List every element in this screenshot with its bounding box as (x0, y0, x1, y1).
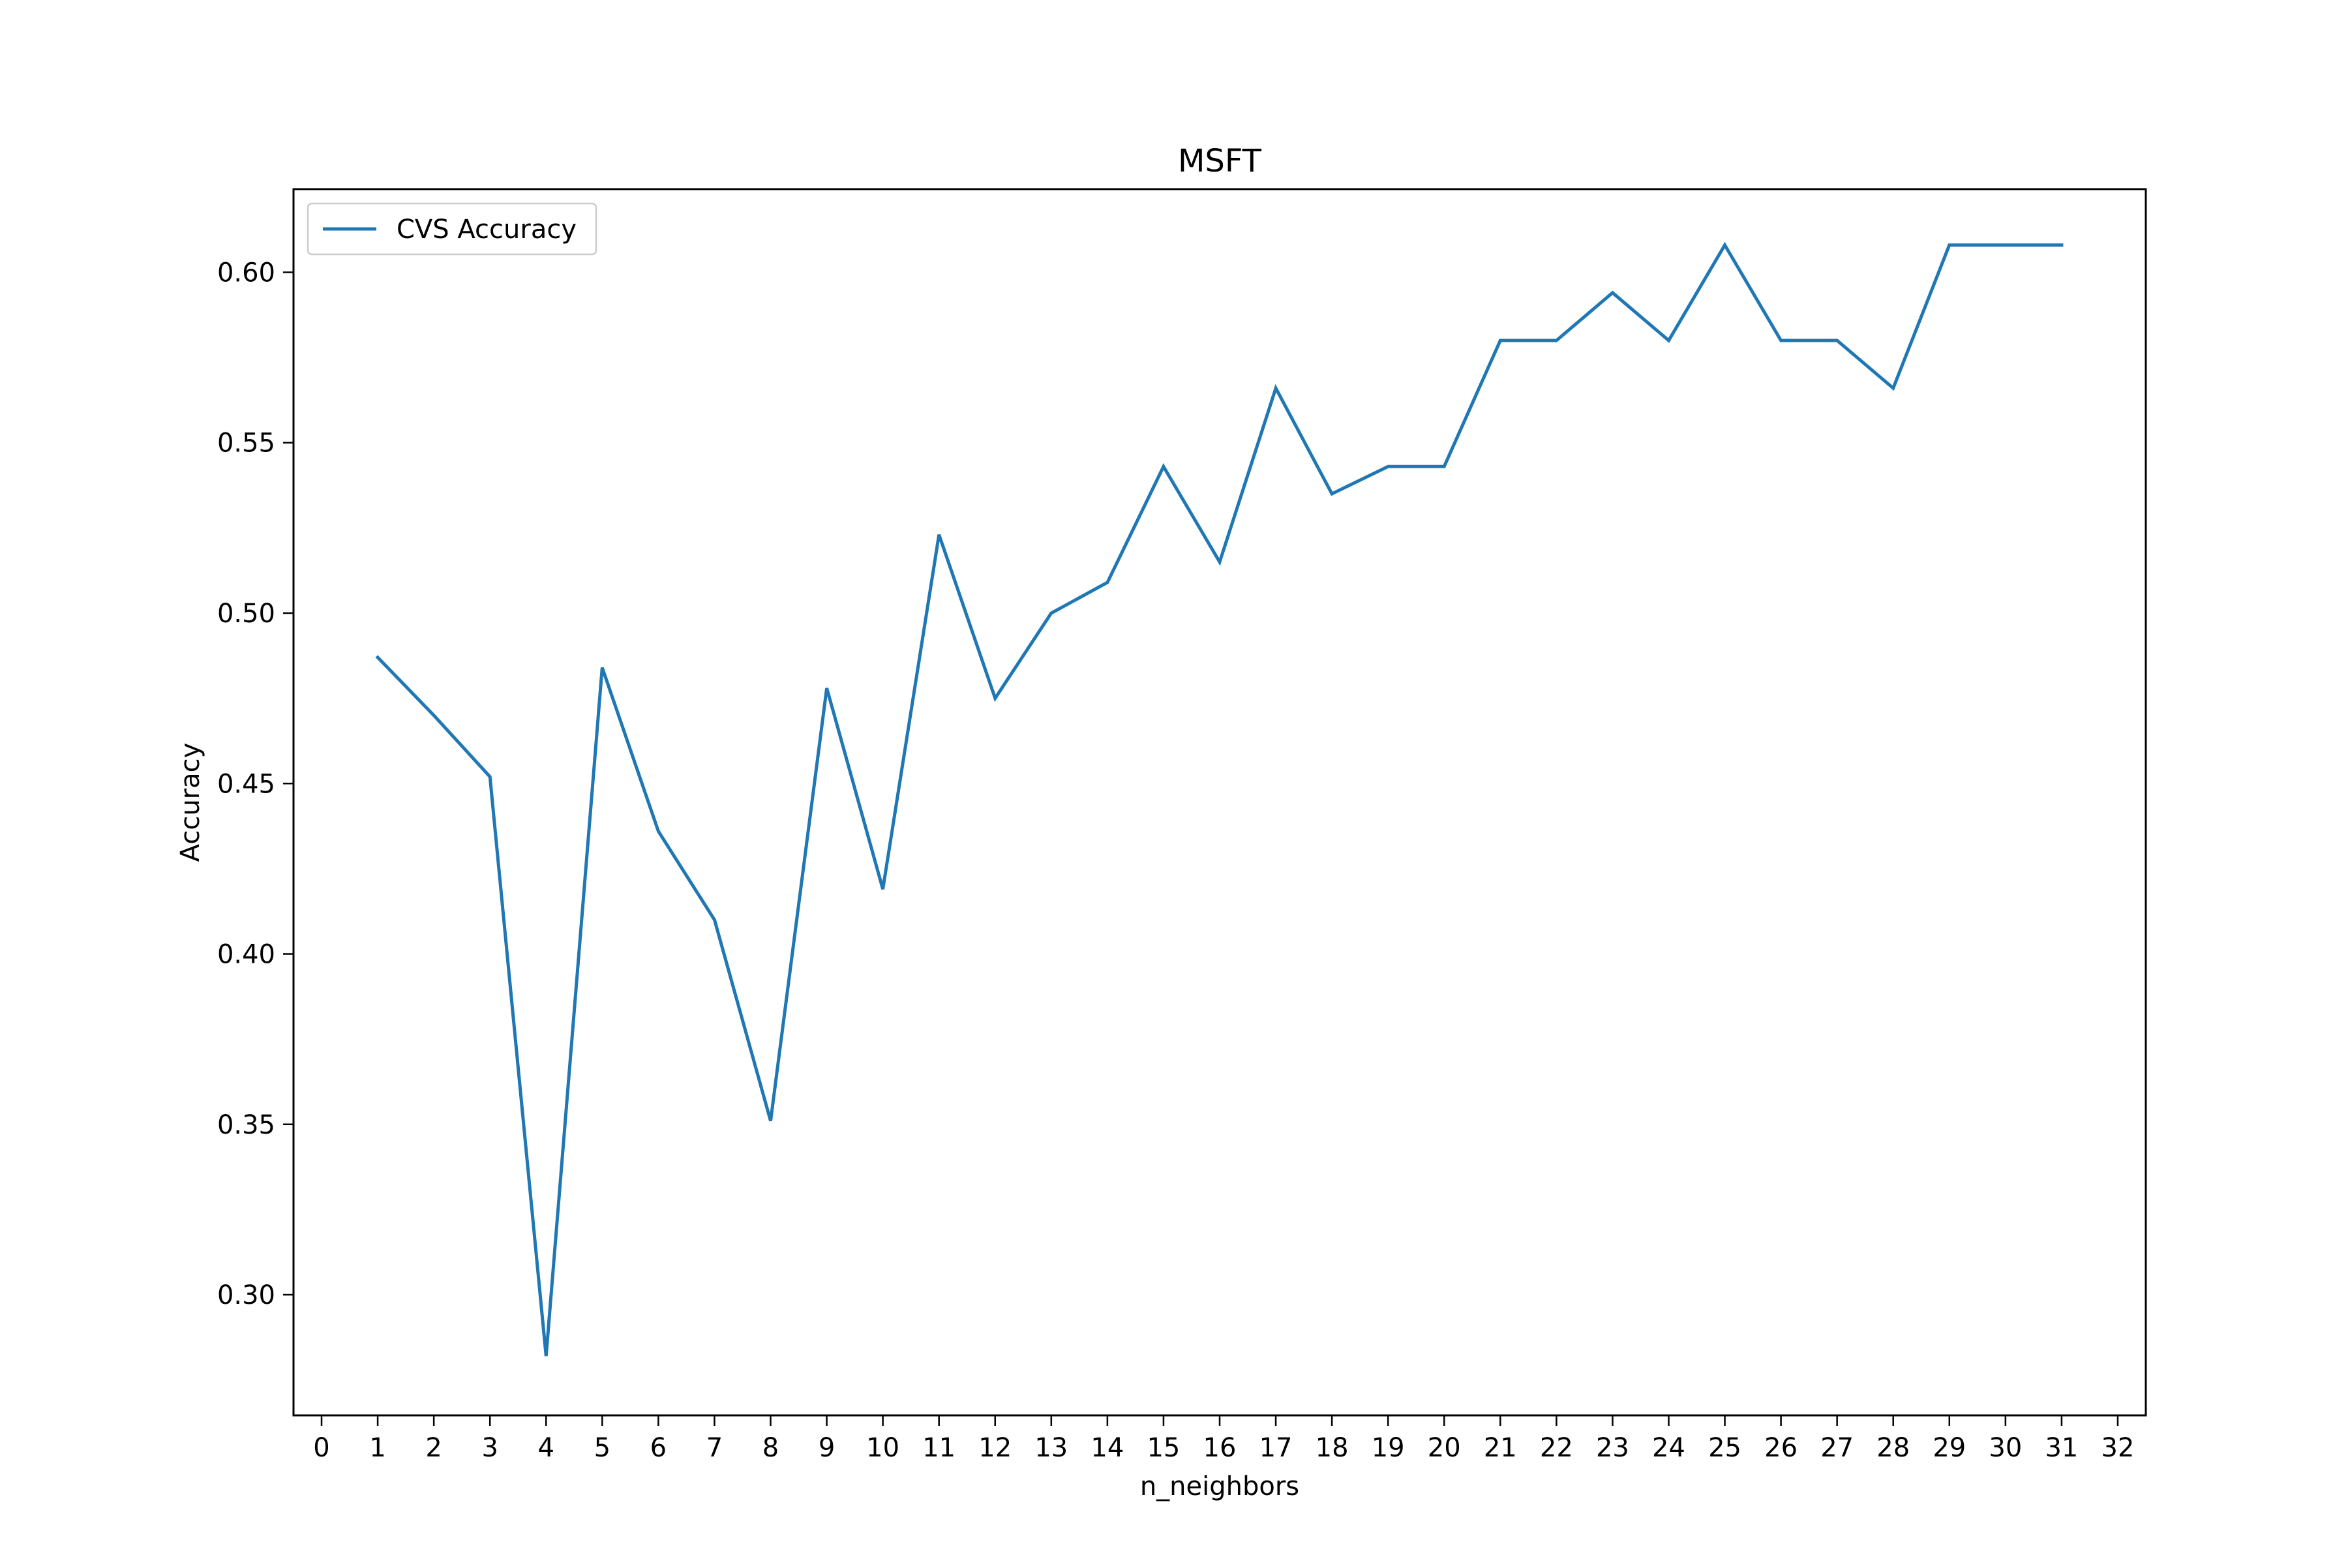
x-axis-label: n_neighbors (1140, 1471, 1299, 1501)
x-tick-label: 32 (2101, 1433, 2135, 1463)
y-tick-label: 0.60 (217, 258, 275, 288)
x-tick-label: 7 (706, 1433, 723, 1463)
chart-title: MSFT (1178, 143, 1262, 179)
x-tick-label: 2 (425, 1433, 442, 1463)
x-tick-label: 23 (1596, 1433, 1629, 1463)
x-tick-label: 20 (1428, 1433, 1461, 1463)
x-tick-label: 13 (1034, 1433, 1068, 1463)
x-tick-label: 22 (1540, 1433, 1573, 1463)
y-tick-label: 0.30 (217, 1280, 275, 1310)
x-tick-label: 12 (978, 1433, 1012, 1463)
x-tick-label: 25 (1708, 1433, 1741, 1463)
series-layer (375, 241, 2064, 1357)
y-tick-label: 0.35 (217, 1110, 275, 1140)
x-tick-label: 31 (2045, 1433, 2078, 1463)
axes-ticks: 0 1 2 3 4 5 6 7 8 9 10 11 12 13 14 15 16 17 18 19 20 21 22 23 24… (217, 258, 2134, 1463)
x-tick-label: 14 (1091, 1433, 1124, 1463)
y-axis-label: Accuracy (175, 743, 205, 862)
x-tick-label: 3 (481, 1433, 498, 1463)
plot-frame (292, 188, 2147, 1417)
y-tick-label: 0.55 (217, 429, 275, 459)
x-tick-label: 0 (313, 1433, 329, 1463)
x-tick-label: 5 (594, 1433, 610, 1463)
y-tick-label: 0.45 (217, 769, 275, 799)
x-tick-label: 28 (1876, 1433, 1910, 1463)
x-tick-label: 26 (1764, 1433, 1798, 1463)
x-tick-label: 16 (1203, 1433, 1237, 1463)
x-tick-label: 10 (866, 1433, 899, 1463)
legend: CVS Accuracy (307, 202, 597, 256)
x-tick-label: 15 (1147, 1433, 1180, 1463)
x-tick-label: 11 (922, 1433, 956, 1463)
y-tick-label: 0.50 (217, 599, 275, 629)
x-tick-label: 21 (1484, 1433, 1517, 1463)
x-tick-label: 30 (1989, 1433, 2022, 1463)
x-tick-label: 9 (819, 1433, 835, 1463)
x-tick-label: 29 (1933, 1433, 1966, 1463)
legend-box (307, 202, 597, 256)
x-tick-label: 27 (1820, 1433, 1854, 1463)
x-tick-label: 6 (650, 1433, 667, 1463)
y-tick-label: 0.40 (217, 940, 275, 970)
legend-entry-label: CVS Accuracy (397, 215, 577, 245)
x-tick-label: 1 (369, 1433, 385, 1463)
x-tick-label: 18 (1316, 1433, 1349, 1463)
x-tick-label: 24 (1652, 1433, 1685, 1463)
x-tick-label: 17 (1259, 1433, 1293, 1463)
x-tick-label: 8 (762, 1433, 779, 1463)
x-tick-label: 19 (1372, 1433, 1405, 1463)
x-tick-label: 4 (538, 1433, 554, 1463)
series-line-cvs-accuracy (375, 241, 2064, 1357)
